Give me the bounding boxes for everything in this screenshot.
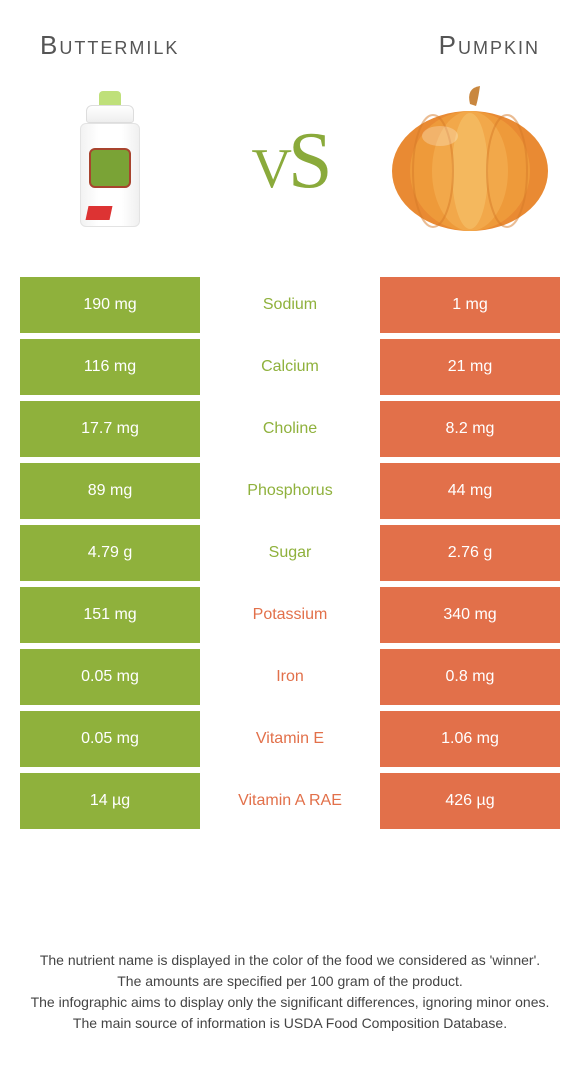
value-right: 1.06 mg: [380, 711, 560, 767]
value-right: 21 mg: [380, 339, 560, 395]
value-left: 151 mg: [20, 587, 200, 643]
buttermilk-image: [20, 81, 200, 241]
buttermilk-carton-icon: [80, 91, 140, 231]
title-left: Buttermilk: [40, 30, 179, 61]
value-right: 8.2 mg: [380, 401, 560, 457]
footer-line: The infographic aims to display only the…: [20, 992, 560, 1013]
table-row: 151 mgPotassium340 mg: [20, 587, 560, 643]
value-right: 44 mg: [380, 463, 560, 519]
title-right: Pumpkin: [439, 30, 540, 61]
value-left: 0.05 mg: [20, 711, 200, 767]
value-left: 4.79 g: [20, 525, 200, 581]
value-right: 1 mg: [380, 277, 560, 333]
footer-line: The main source of information is USDA F…: [20, 1013, 560, 1034]
value-left: 116 mg: [20, 339, 200, 395]
value-left: 17.7 mg: [20, 401, 200, 457]
value-left: 190 mg: [20, 277, 200, 333]
footer-line: The amounts are specified per 100 gram o…: [20, 971, 560, 992]
table-row: 4.79 gSugar2.76 g: [20, 525, 560, 581]
nutrient-name: Phosphorus: [200, 463, 380, 519]
nutrient-name: Calcium: [200, 339, 380, 395]
value-right: 426 µg: [380, 773, 560, 829]
vs-label: vs: [252, 116, 329, 207]
table-row: 14 µgVitamin A RAE426 µg: [20, 773, 560, 829]
table-row: 116 mgCalcium21 mg: [20, 339, 560, 395]
nutrient-name: Sodium: [200, 277, 380, 333]
nutrient-name: Sugar: [200, 525, 380, 581]
pumpkin-icon: [385, 86, 555, 236]
table-row: 0.05 mgVitamin E1.06 mg: [20, 711, 560, 767]
value-right: 2.76 g: [380, 525, 560, 581]
nutrient-name: Potassium: [200, 587, 380, 643]
comparison-table: 190 mgSodium1 mg 116 mgCalcium21 mg 17.7 m…: [20, 271, 560, 835]
hero-row: vs: [0, 71, 580, 271]
pumpkin-image: [380, 81, 560, 241]
table-row: 17.7 mgCholine8.2 mg: [20, 401, 560, 457]
table-row: 89 mgPhosphorus44 mg: [20, 463, 560, 519]
value-right: 340 mg: [380, 587, 560, 643]
footer-notes: The nutrient name is displayed in the co…: [20, 950, 560, 1034]
nutrient-name: Iron: [200, 649, 380, 705]
footer-line: The nutrient name is displayed in the co…: [20, 950, 560, 971]
value-left: 0.05 mg: [20, 649, 200, 705]
table-row: 190 mgSodium1 mg: [20, 277, 560, 333]
header-row: Buttermilk Pumpkin: [0, 0, 580, 71]
nutrient-name: Vitamin A RAE: [200, 773, 380, 829]
value-left: 14 µg: [20, 773, 200, 829]
value-right: 0.8 mg: [380, 649, 560, 705]
value-left: 89 mg: [20, 463, 200, 519]
nutrient-name: Choline: [200, 401, 380, 457]
table-row: 0.05 mgIron0.8 mg: [20, 649, 560, 705]
nutrient-name: Vitamin E: [200, 711, 380, 767]
